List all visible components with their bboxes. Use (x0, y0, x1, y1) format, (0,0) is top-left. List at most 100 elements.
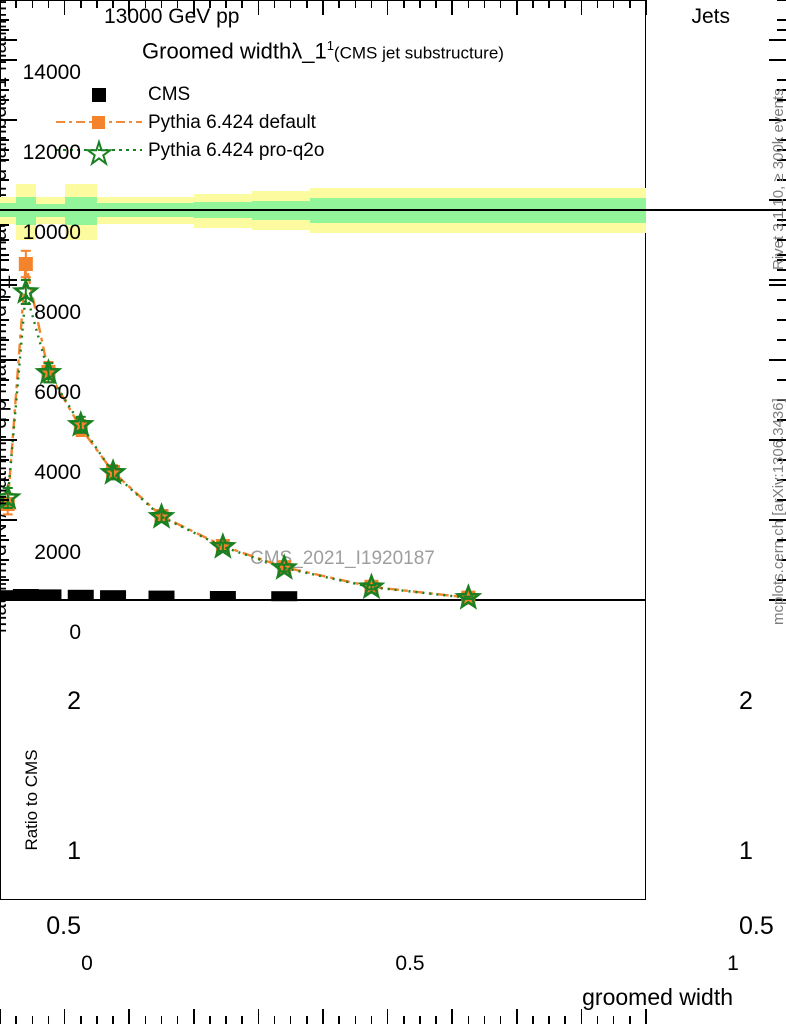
axis-tick (777, 399, 786, 401)
axis-tick (15, 0, 17, 8)
axis-tick (0, 299, 9, 301)
axis-tick (0, 479, 9, 481)
cms-data-marker (209, 591, 236, 601)
star-marker-icon (34, 358, 63, 385)
axis-tick (769, 59, 786, 61)
axis-tick (0, 399, 9, 401)
axis-tick (0, 339, 9, 341)
star-marker-icon (270, 553, 299, 580)
axis-tick (0, 359, 17, 361)
axis-tick (79, 0, 82, 8)
axis-tick (96, 1016, 98, 1024)
cms-data-marker (12, 589, 39, 599)
axis-tick (241, 0, 244, 8)
legend-label-pythia-default: Pythia 6.424 default (148, 111, 316, 133)
axis-tick (322, 0, 324, 15)
legend-label-pythia-proq2o: Pythia 6.424 pro-q2o (148, 139, 325, 161)
axis-tick (47, 0, 50, 8)
axis-tick (306, 1016, 308, 1024)
ratio-reference-line (0, 209, 786, 211)
axis-tick (0, 579, 9, 581)
axis-tick (467, 1016, 470, 1024)
axis-tick (96, 0, 98, 8)
main-data-layer (0, 249, 483, 610)
axis-tick (112, 1016, 114, 1024)
axis-tick-label: 1 (727, 952, 739, 975)
side-note-mcplots: mcplots.cern.ch [arXiv:1306.3436] (770, 398, 786, 625)
ratio-y-axis-title: Ratio to CMS (22, 749, 41, 851)
axis-tick (769, 284, 786, 286)
axis-tick (128, 1009, 130, 1024)
axis-tick (451, 0, 453, 15)
axis-tick (769, 199, 786, 201)
legend-entry-cms: CMS (56, 80, 324, 108)
axis-tick (31, 1016, 34, 1024)
axis-tick (777, 79, 786, 81)
legend-symbol-cms (56, 80, 142, 108)
cms-data-marker (67, 589, 94, 600)
axis-tick (769, 439, 786, 441)
axis-tick (338, 1016, 340, 1024)
star-marker-icon (84, 138, 114, 167)
axis-tick (596, 0, 599, 8)
axis-tick (769, 39, 786, 41)
plot-title-main: Groomed width (142, 38, 292, 64)
axis-tick-label: 0 (69, 621, 81, 644)
plot-title-superscript: 1 (326, 38, 334, 53)
plot-title: Groomed widthλ_11(CMS jet substructure) (0, 38, 646, 64)
axis-tick (0, 224, 9, 226)
axis-tick (289, 0, 292, 8)
axis-tick (451, 1009, 453, 1024)
axis-tick (612, 1016, 615, 1024)
axis-tick (516, 1009, 518, 1024)
star-marker-icon (11, 277, 40, 304)
axis-tick (0, 284, 17, 286)
axis-tick (645, 1009, 647, 1024)
axis-tick-label: 2000 (34, 541, 81, 564)
square-marker-icon (92, 116, 105, 129)
axis-tick (580, 1009, 583, 1024)
axis-tick (241, 1016, 244, 1024)
axis-tick (0, 79, 9, 81)
axis-tick (0, 39, 17, 41)
axis-tick (0, 459, 9, 461)
axis-tick (532, 1016, 534, 1024)
axis-tick (777, 259, 786, 261)
legend: CMS Pythia 6.424 default (56, 80, 325, 167)
axis-tick (777, 239, 786, 241)
axis-tick (128, 0, 130, 15)
axis-tick (769, 599, 786, 601)
axis-tick (176, 1016, 179, 1024)
axis-tick-label: 1 (67, 837, 81, 865)
axis-tick (112, 0, 114, 8)
legend-entry-pythia-default: Pythia 6.424 default (56, 108, 324, 136)
axis-tick-label: 0 (81, 952, 93, 975)
axis-tick (386, 0, 389, 15)
star-marker-icon (357, 572, 386, 600)
axis-tick (79, 1016, 82, 1024)
axis-tick (548, 1016, 550, 1024)
star-marker-icon (454, 583, 483, 610)
axis-tick (0, 599, 17, 601)
axis-tick (0, 559, 9, 561)
square-marker-icon (18, 257, 33, 271)
axis-tick (769, 519, 786, 521)
axis-tick (0, 179, 9, 181)
star-marker-icon (0, 483, 22, 510)
axis-tick (0, 319, 9, 321)
axis-tick-label: 2 (67, 687, 81, 715)
axis-tick (777, 224, 786, 226)
axis-tick (144, 0, 147, 8)
side-note-rivet: Rivet 3.1.10, ≥ 300k events (770, 88, 786, 270)
axis-tick (0, 269, 9, 271)
axis-tick (645, 0, 647, 15)
plot-title-suffix: (CMS jet substructure) (333, 43, 504, 63)
axis-tick (354, 0, 357, 8)
axis-tick (0, 159, 9, 161)
star-marker-icon (66, 410, 95, 437)
axis-tick-label: 0.5 (739, 912, 774, 940)
axis-tick (777, 339, 786, 341)
axis-tick (63, 0, 66, 15)
axis-tick (516, 0, 518, 15)
axis-tick (777, 499, 786, 501)
